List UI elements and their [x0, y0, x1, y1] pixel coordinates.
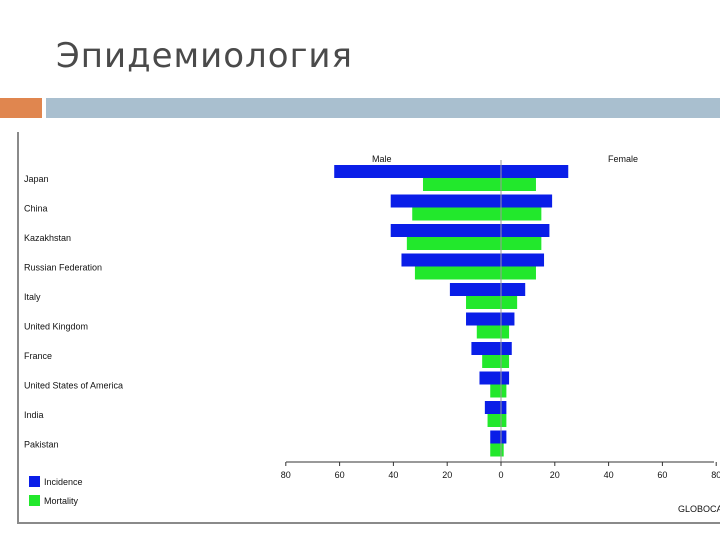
slide-title: Эпидемиология — [56, 36, 353, 76]
bar-female-mortality-4 — [501, 296, 518, 309]
legend: Incidence Mortality — [29, 476, 83, 506]
bar-female-incidence-8 — [501, 401, 507, 414]
bar-male-mortality-1 — [412, 207, 501, 221]
bar-male-incidence-1 — [390, 194, 501, 208]
x-tick-label: 60 — [657, 470, 667, 480]
category-label: Pakistan — [24, 440, 59, 450]
bar-female-incidence-7 — [501, 371, 510, 385]
bar-female-incidence-4 — [501, 283, 526, 296]
bar-male-mortality-6 — [482, 355, 501, 368]
bar-female-mortality-0 — [501, 178, 536, 191]
category-label: Kazakhstan — [24, 233, 71, 243]
bar-male-incidence-2 — [390, 224, 501, 237]
bar-male-mortality-2 — [406, 237, 501, 250]
bar-female-mortality-2 — [501, 237, 542, 250]
x-tick-label: 60 — [335, 470, 345, 480]
x-tick-label: 20 — [442, 470, 452, 480]
x-tick-label: 80 — [711, 470, 720, 480]
x-tick-label: 0 — [498, 470, 503, 480]
bar-female-mortality-7 — [501, 384, 507, 398]
bar-male-incidence-0 — [334, 165, 501, 178]
content-frame-left-border — [17, 132, 19, 524]
bar-male-incidence-9 — [490, 430, 501, 444]
bar-female-mortality-5 — [501, 325, 510, 339]
bar-female-incidence-3 — [501, 253, 545, 267]
x-tick-label: 20 — [550, 470, 560, 480]
bar-male-mortality-9 — [490, 443, 501, 457]
bar-male-mortality-5 — [476, 325, 501, 339]
category-labels: Japan China Kazakhstan Russian Federation It… — [24, 174, 123, 450]
bar-male-incidence-8 — [484, 401, 501, 414]
bar-female-mortality-3 — [501, 266, 536, 280]
bar-female-mortality-1 — [501, 207, 542, 221]
category-label: Italy — [24, 292, 41, 302]
category-label: India — [24, 410, 44, 420]
bar-female-mortality-8 — [501, 414, 507, 427]
bar-male-incidence-7 — [479, 371, 501, 385]
bar-male-incidence-3 — [401, 253, 501, 267]
bar-male-mortality-8 — [487, 414, 501, 427]
x-axis-ticks: 80 60 40 20 0 20 40 60 80 — [281, 462, 720, 480]
group-label-male: Male — [372, 154, 392, 164]
category-label: France — [24, 351, 52, 361]
bar-female-incidence-0 — [501, 165, 569, 178]
bar-female-mortality-9 — [501, 443, 504, 457]
title-underline-bar — [46, 98, 720, 118]
legend-label-mortality: Mortality — [44, 496, 79, 506]
bar-male-mortality-3 — [414, 266, 501, 280]
legend-swatch-incidence — [29, 476, 40, 487]
title-accent-square — [0, 98, 42, 118]
bar-female-incidence-9 — [501, 430, 507, 444]
source-label: GLOBOCAN — [678, 504, 720, 514]
bar-male-mortality-4 — [466, 296, 501, 309]
x-tick-label: 40 — [388, 470, 398, 480]
bar-female-incidence-5 — [501, 312, 515, 326]
bar-male-incidence-5 — [466, 312, 501, 326]
bar-male-mortality-0 — [422, 178, 501, 191]
bar-male-mortality-7 — [490, 384, 501, 398]
category-label: United States of America — [24, 381, 123, 391]
category-label: Russian Federation — [24, 263, 102, 273]
category-label: China — [24, 204, 48, 214]
content-frame-bottom-border — [17, 522, 720, 524]
category-label: Japan — [24, 174, 49, 184]
bar-female-incidence-6 — [501, 342, 512, 355]
bar-female-incidence-1 — [501, 194, 553, 208]
legend-swatch-mortality — [29, 495, 40, 506]
group-label-female: Female — [608, 154, 638, 164]
legend-label-incidence: Incidence — [44, 477, 83, 487]
category-label: United Kingdom — [24, 322, 88, 332]
bar-group — [334, 165, 569, 457]
bar-male-incidence-4 — [449, 283, 501, 296]
x-tick-label: 40 — [604, 470, 614, 480]
bar-female-mortality-6 — [501, 355, 510, 368]
bar-male-incidence-6 — [471, 342, 501, 355]
x-tick-label: 80 — [281, 470, 291, 480]
bar-female-incidence-2 — [501, 224, 550, 237]
